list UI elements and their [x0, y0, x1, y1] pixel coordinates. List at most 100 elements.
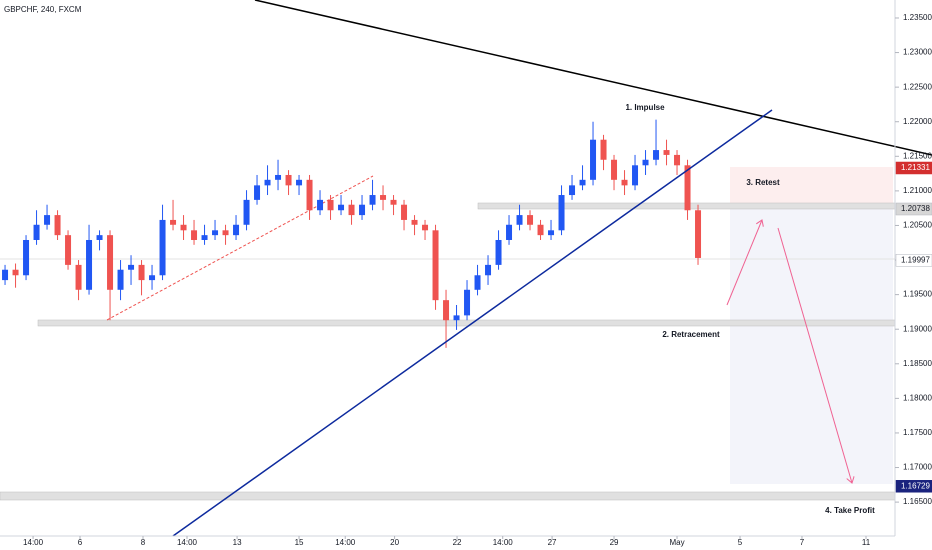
chart-title: GBPCHF, 240, FXCM	[4, 5, 82, 14]
annotation: 1. Impulse	[625, 103, 665, 112]
trendlines	[172, 0, 932, 537]
price-marker	[895, 254, 932, 267]
candle-body	[485, 264, 492, 276]
price-marker-label: 1.20738	[901, 204, 930, 213]
y-tick-label: 1.18000	[903, 393, 932, 402]
x-tick-label: 11	[862, 538, 871, 547]
y-tick-label: 1.21000	[903, 186, 932, 195]
retest-zone	[730, 167, 893, 207]
x-tick-label: 15	[295, 538, 304, 547]
target-zone	[730, 207, 893, 484]
candle-body	[432, 230, 439, 301]
candle-body	[380, 195, 387, 200]
candle-body	[348, 204, 355, 216]
candle-body	[359, 204, 366, 216]
candle-body	[138, 264, 145, 281]
candle-body	[159, 219, 166, 276]
price-marker-label: 1.19997	[901, 255, 930, 264]
candle-body	[695, 210, 702, 258]
candle-body	[537, 224, 544, 236]
annotation: 2. Retracement	[662, 330, 720, 339]
candle-body	[170, 219, 177, 225]
candle-body	[327, 199, 334, 211]
candle-body	[642, 159, 649, 166]
y-tick-label: 1.19500	[903, 290, 932, 299]
candle-body	[663, 150, 670, 155]
candle-body	[369, 195, 376, 205]
candle-body	[54, 215, 61, 236]
candle-body	[243, 199, 250, 225]
candle-body	[117, 269, 124, 290]
candle-body	[212, 230, 219, 236]
candle-body	[401, 204, 408, 220]
y-tick-label: 1.17000	[903, 463, 932, 472]
candle-body	[527, 215, 534, 225]
candles	[2, 119, 702, 348]
annotation: 4. Take Profit	[825, 506, 875, 515]
x-tick-label: 6	[78, 538, 83, 547]
x-tick-label: 14:00	[23, 538, 44, 547]
candle-body	[23, 239, 30, 276]
x-tick-label: 14:00	[335, 538, 356, 547]
y-tick-label: 1.19000	[903, 324, 932, 333]
candle-body	[411, 219, 418, 225]
candle-body	[12, 269, 19, 276]
candle-body	[201, 235, 208, 240]
support-zone	[37, 319, 896, 327]
retest-arrow	[726, 220, 762, 306]
candle-body	[611, 159, 618, 180]
x-tick-label: 27	[548, 538, 557, 547]
candle-body	[96, 235, 103, 240]
x-tick-label: 22	[453, 538, 462, 547]
candle-body	[275, 174, 282, 180]
y-tick-label: 1.23000	[903, 48, 932, 57]
x-tick-label: 5	[738, 538, 743, 547]
candle-body	[632, 165, 639, 186]
candle-body	[506, 224, 513, 240]
candle-body	[548, 230, 555, 236]
candle-body	[422, 224, 429, 231]
candle-body	[233, 224, 240, 236]
support-trendline	[172, 109, 773, 537]
y-tick-label: 1.21500	[903, 151, 932, 160]
y-tick-label: 1.17500	[903, 428, 932, 437]
candle-body	[464, 289, 471, 316]
y-tick-label: 1.20500	[903, 221, 932, 230]
candle-body	[390, 199, 397, 205]
y-tick-label: 1.18500	[903, 359, 932, 368]
candle-body	[2, 269, 9, 281]
candle-body	[65, 235, 72, 265]
x-tick-label: 20	[390, 538, 399, 547]
candle-body	[338, 204, 345, 211]
candle-body	[453, 315, 460, 321]
candle-body	[264, 179, 271, 186]
candle-body	[621, 179, 628, 186]
candle-body	[684, 165, 691, 211]
candle-body	[306, 179, 313, 211]
x-tick-label: 7	[800, 538, 805, 547]
x-tick-label: 14:00	[177, 538, 198, 547]
candle-body	[180, 224, 187, 231]
candle-body	[107, 235, 114, 290]
x-tick-label: May	[669, 538, 684, 547]
candle-body	[33, 224, 40, 240]
candle-body	[44, 215, 51, 225]
y-tick-label: 1.16500	[903, 497, 932, 506]
candle-body	[254, 185, 261, 200]
channel-line	[106, 175, 374, 321]
candle-body	[579, 179, 586, 186]
candle-body	[569, 185, 576, 196]
candle-body	[317, 199, 324, 211]
candle-body	[128, 264, 135, 270]
x-tick-label: 13	[233, 538, 242, 547]
candle-body	[600, 139, 607, 160]
candle-body	[590, 139, 597, 180]
candle-body	[653, 150, 660, 160]
candle-body	[222, 230, 229, 236]
x-tick-label: 29	[610, 538, 619, 547]
target-arrow	[777, 227, 852, 483]
drawings	[0, 167, 896, 501]
annotation: 3. Retest	[746, 178, 780, 187]
candle-body	[474, 275, 481, 290]
